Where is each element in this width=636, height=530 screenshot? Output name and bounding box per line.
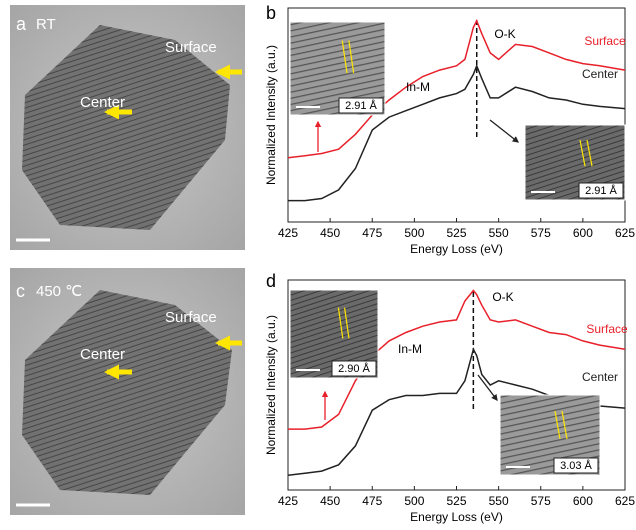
- inset-marker: [341, 40, 348, 74]
- x-tick-label: 425: [278, 494, 298, 508]
- panel-label: c: [16, 281, 25, 301]
- inset-marker: [554, 410, 561, 440]
- x-axis-title: Energy Loss (eV): [410, 510, 503, 524]
- inset-label: 3.03 Å: [560, 459, 592, 472]
- x-tick-label: 500: [404, 494, 424, 508]
- inset-label: 2.91 Å: [345, 99, 377, 112]
- inset-label-box: [331, 360, 377, 377]
- series-label: Surface: [584, 34, 626, 48]
- x-tick-label: 525: [446, 494, 466, 508]
- x-tick-label: 475: [362, 226, 382, 240]
- annotation: O-K: [494, 27, 515, 41]
- tem-image: [10, 5, 245, 250]
- series-label: Center: [582, 67, 618, 81]
- spectrum-line: [288, 289, 626, 430]
- x-tick-label: 500: [404, 226, 424, 240]
- series-label: Surface: [586, 322, 628, 336]
- inset-label-box: [338, 97, 384, 114]
- annotation: Surface: [165, 39, 217, 56]
- series-label: Center: [582, 370, 618, 384]
- annotation: Center: [80, 346, 125, 363]
- x-tick-label: 600: [573, 494, 593, 508]
- arrow: [489, 119, 520, 143]
- panel-label: b: [266, 3, 276, 23]
- x-tick-label: 525: [446, 226, 466, 240]
- x-tick-label: 575: [531, 226, 551, 240]
- annotation: Center: [80, 94, 125, 111]
- inset-label: 2.91 Å: [585, 184, 617, 197]
- inset-marker: [586, 139, 593, 167]
- x-tick-label: 425: [278, 226, 298, 240]
- tem-image: [10, 268, 245, 515]
- panel-label: a: [16, 14, 27, 34]
- spectrum-line: [288, 63, 626, 202]
- inset-marker: [348, 40, 355, 74]
- annotation: In-M: [406, 80, 430, 94]
- x-tick-label: 575: [531, 494, 551, 508]
- condition: RT: [36, 16, 56, 33]
- inset-marker: [561, 410, 568, 440]
- x-tick-label: 450: [320, 226, 340, 240]
- inset-marker: [343, 307, 350, 339]
- annotation: Surface: [165, 309, 217, 326]
- spectrum-line: [287, 18, 626, 159]
- x-tick-label: 625: [615, 494, 635, 508]
- annotation: O-K: [492, 290, 513, 304]
- inset-marker: [579, 139, 586, 167]
- arrow: [477, 374, 498, 402]
- annotation: In-M: [398, 342, 422, 356]
- x-tick-label: 450: [320, 494, 340, 508]
- y-axis-title: Normalized Intensity (a.u.): [264, 45, 278, 185]
- inset-label: 2.90 Å: [338, 362, 370, 375]
- inset-label-box: [578, 182, 624, 199]
- x-tick-label: 550: [489, 494, 509, 508]
- inset-marker: [337, 307, 344, 339]
- y-axis-title: Normalized Intensity (a.u.): [264, 315, 278, 455]
- condition: 450 ℃: [36, 283, 82, 300]
- x-tick-label: 550: [489, 226, 509, 240]
- x-tick-label: 600: [573, 226, 593, 240]
- x-axis-title: Energy Loss (eV): [410, 242, 503, 256]
- x-tick-label: 625: [615, 226, 635, 240]
- x-tick-label: 475: [362, 494, 382, 508]
- inset-label-box: [553, 457, 599, 474]
- panel-label: d: [266, 271, 276, 291]
